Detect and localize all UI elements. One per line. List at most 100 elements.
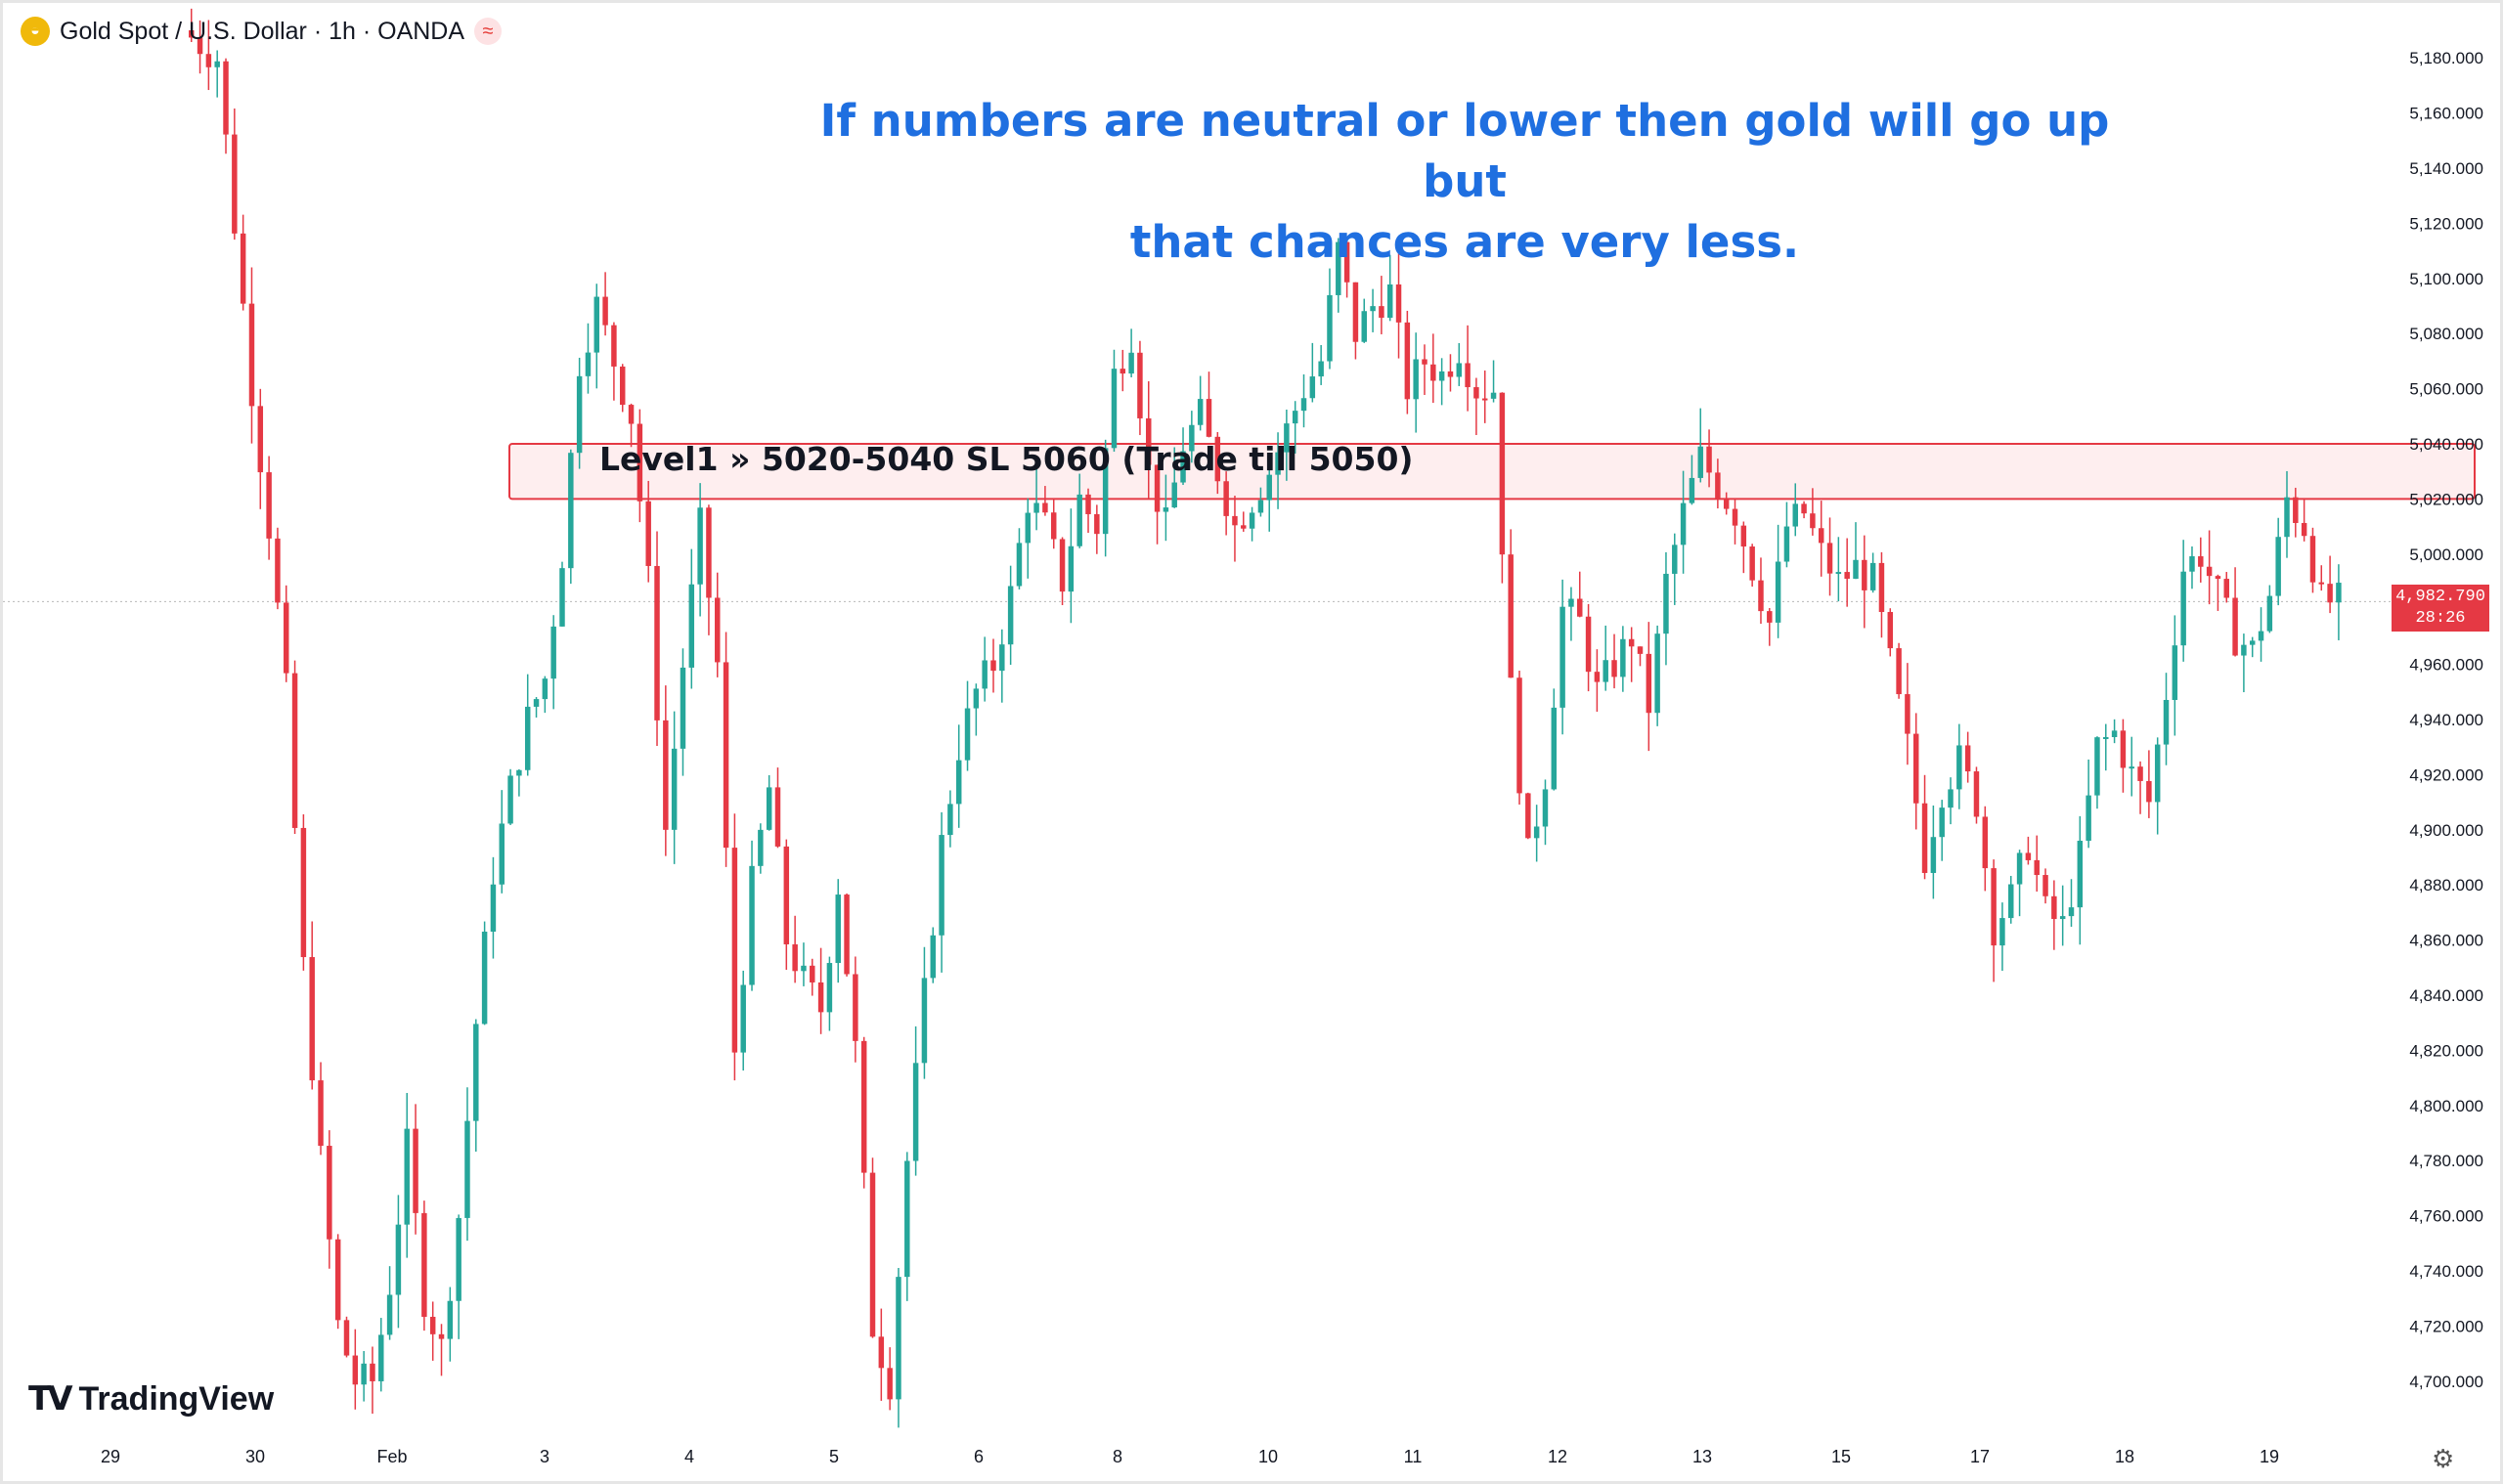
settings-gear-icon[interactable]: ⚙ xyxy=(2432,1444,2455,1473)
candle-body xyxy=(352,1355,359,1385)
candle-body xyxy=(1111,369,1118,449)
candle-body xyxy=(1490,392,1497,399)
current-price-value: 4,982.790 xyxy=(2395,588,2485,606)
x-tick-label: 17 xyxy=(1970,1447,1990,1466)
candle-body xyxy=(1516,677,1522,794)
candle-body xyxy=(542,678,549,700)
candle-body xyxy=(429,1316,436,1334)
annotation-line-2: that chances are very less. xyxy=(1129,216,1800,268)
candle-body xyxy=(2016,852,2023,885)
candle-body xyxy=(490,884,497,933)
y-tick-label: 4,920.000 xyxy=(2409,765,2483,784)
candle-body xyxy=(1577,598,1583,617)
candle-body xyxy=(697,507,703,585)
candle-body xyxy=(343,1320,350,1356)
candle-body xyxy=(1568,598,1574,607)
candle-body xyxy=(1594,672,1601,682)
candle-body xyxy=(1094,513,1100,535)
candle-body xyxy=(2034,859,2040,876)
annotation-text: If numbers are neutral or lower then gol… xyxy=(814,91,2115,273)
annotation-line-1: If numbers are neutral or lower then gol… xyxy=(819,95,2110,207)
candle-body xyxy=(1395,284,1402,323)
candle-body xyxy=(1542,789,1549,827)
candle-body xyxy=(2154,744,2161,803)
candle-body xyxy=(386,1294,393,1335)
candle-body xyxy=(464,1120,470,1218)
candle-body xyxy=(990,660,996,672)
candle-body xyxy=(300,827,307,958)
candle-body xyxy=(1775,561,1781,623)
candle-body xyxy=(205,54,212,67)
candle-body xyxy=(2051,895,2057,920)
y-tick-label: 5,160.000 xyxy=(2409,105,2483,123)
candle-body xyxy=(2129,766,2134,769)
candle-body xyxy=(2163,700,2170,745)
candle-body xyxy=(1783,526,1790,562)
candle-body xyxy=(1076,494,1082,546)
candle-body xyxy=(438,1333,445,1339)
candle-body xyxy=(1154,464,1161,512)
x-tick-label: 3 xyxy=(540,1447,549,1466)
candle-body xyxy=(878,1336,885,1369)
candlestick-chart[interactable]: 5,180.000 5,160.000 5,140.000 5,120.000 5,10… xyxy=(3,3,2500,1481)
candle-body xyxy=(1300,398,1307,412)
candle-body xyxy=(869,1172,876,1337)
candle-body xyxy=(197,37,203,55)
candle-body xyxy=(1266,474,1272,501)
candle-body xyxy=(896,1277,901,1400)
candle-body xyxy=(576,375,583,454)
candle-body xyxy=(232,134,238,234)
candle-body xyxy=(982,660,988,689)
candle-body xyxy=(421,1212,427,1317)
candle-body xyxy=(1835,572,1842,575)
gold-coin-icon: ◒ xyxy=(21,17,50,46)
candle-body xyxy=(2077,841,2084,908)
candle-body xyxy=(395,1224,402,1295)
candle-body xyxy=(715,597,721,663)
candle-body xyxy=(853,974,858,1041)
candle-body xyxy=(2189,556,2195,572)
x-tick-label: 5 xyxy=(829,1447,839,1466)
candle-body xyxy=(1456,363,1463,377)
candle-body xyxy=(1499,392,1506,555)
x-tick-label: 18 xyxy=(2115,1447,2134,1466)
wave-icon[interactable]: ≈ xyxy=(474,18,503,45)
candle-body xyxy=(1068,546,1075,592)
candle-body xyxy=(774,787,781,847)
candle-body xyxy=(1533,826,1540,839)
candle-body xyxy=(1422,359,1427,365)
candle-body xyxy=(2198,556,2204,567)
candle-body xyxy=(1033,502,1039,513)
candle-body xyxy=(378,1334,384,1381)
symbol-title: Gold Spot / U.S. Dollar · 1h · OANDA xyxy=(60,17,465,45)
y-tick-label: 5,060.000 xyxy=(2409,380,2483,399)
candle-body xyxy=(1137,352,1143,418)
candle-body xyxy=(516,769,522,776)
candle-body xyxy=(327,1146,332,1240)
candle-body xyxy=(1206,399,1212,437)
candle-body xyxy=(1352,282,1359,342)
candle-body xyxy=(284,602,289,674)
tradingview-logo[interactable]: 𝗧𝗩 TradingView xyxy=(28,1379,274,1419)
candle-body xyxy=(1869,562,1876,590)
candle-body xyxy=(223,61,229,135)
candle-body xyxy=(1249,512,1255,529)
candle-body xyxy=(1146,417,1152,465)
candle-body xyxy=(2068,907,2075,917)
candle-body xyxy=(1379,306,1384,319)
level-zone-box xyxy=(508,443,2476,501)
candle-body xyxy=(654,565,660,720)
candle-body xyxy=(1343,241,1350,283)
candle-body xyxy=(887,1368,893,1400)
candle-body xyxy=(688,584,695,668)
candle-body xyxy=(680,667,686,749)
x-tick-label: 12 xyxy=(1548,1447,1567,1466)
symbol-header[interactable]: ◒ Gold Spot / U.S. Dollar · 1h · OANDA ≈ xyxy=(21,17,503,46)
candle-body xyxy=(559,568,565,627)
candle-body xyxy=(1844,572,1850,580)
candle-body xyxy=(291,673,298,828)
candle-body xyxy=(1241,525,1247,529)
x-tick-label: 8 xyxy=(1113,1447,1122,1466)
candle-body xyxy=(930,935,936,979)
